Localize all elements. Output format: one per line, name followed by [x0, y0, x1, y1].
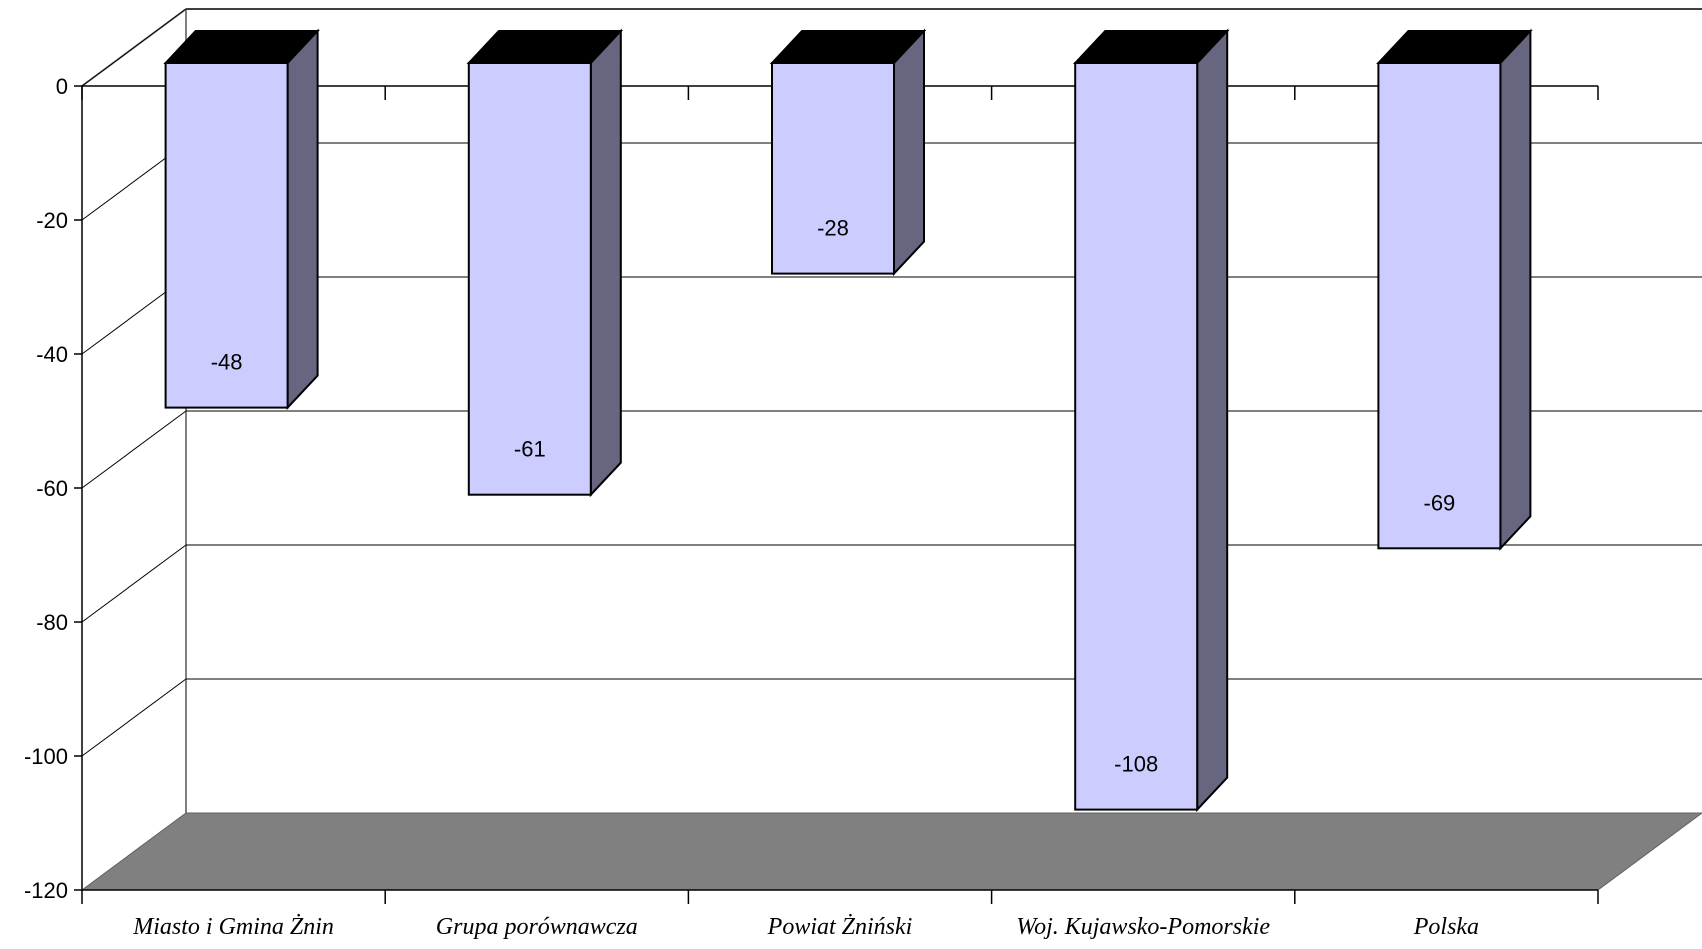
bar-side-face — [893, 28, 925, 277]
data-label: -28 — [817, 216, 849, 241]
bar-front-face — [467, 62, 592, 496]
data-label: -48 — [211, 350, 243, 375]
bar-2 — [466, 28, 624, 498]
gridline-diagonal — [81, 8, 187, 87]
bar-side-face — [286, 28, 319, 411]
bar-5 — [1376, 28, 1533, 551]
bar-side-face — [589, 28, 622, 498]
category-label: Miasto i Gmina Żnin — [132, 914, 334, 940]
gridline-diagonal — [81, 544, 187, 623]
gridline-diagonal — [81, 678, 187, 757]
chart-floor — [80, 812, 1702, 891]
bar-front-face — [164, 62, 289, 409]
labels: 0 -20 -40 -60 -80 -100 -120 -48 Miasto i Gmina Ż… — [24, 74, 1479, 940]
y-tick-label: -120 — [24, 878, 68, 903]
y-tick-label: -80 — [36, 610, 68, 635]
category-label: Polska — [1413, 914, 1479, 940]
data-label: -108 — [1114, 752, 1158, 777]
y-tick-label: 0 — [56, 74, 68, 99]
bar-front-face — [771, 62, 895, 275]
data-label: -69 — [1424, 490, 1456, 515]
bar-front-face — [1377, 62, 1502, 550]
y-tick-label: -40 — [36, 342, 68, 367]
bar-1 — [163, 28, 320, 411]
y-tick-label: -20 — [36, 208, 68, 233]
category-label: Powiat Żniński — [767, 914, 913, 940]
bar-side-face — [1196, 28, 1229, 813]
bar-front-face — [1074, 62, 1199, 811]
bar-3 — [769, 28, 927, 277]
y-tick-label: -60 — [36, 476, 68, 501]
category-label: Grupa porównawcza — [436, 914, 638, 940]
data-label: -61 — [514, 437, 546, 462]
y-tick-label: -100 — [24, 744, 68, 769]
bar-4 — [1072, 28, 1230, 813]
category-label: Woj. Kujawsko-Pomorskie — [1016, 914, 1270, 940]
bars — [163, 28, 1533, 813]
gridline-diagonal — [81, 410, 187, 489]
bar-side-face — [1499, 28, 1532, 551]
